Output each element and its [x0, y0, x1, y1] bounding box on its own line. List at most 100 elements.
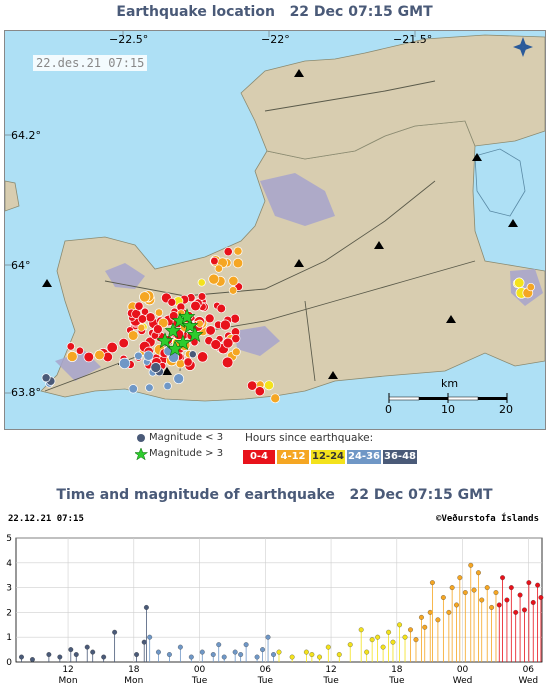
earthquake-dot[interactable] — [41, 373, 51, 383]
earthquake-dot[interactable] — [228, 286, 238, 295]
earthquake-dot[interactable] — [219, 319, 231, 331]
earthquake-dot[interactable] — [190, 300, 201, 312]
earthquake-dot[interactable] — [526, 282, 535, 292]
earthquake-dot[interactable] — [222, 337, 234, 349]
earthquake-dot[interactable] — [228, 275, 239, 286]
magnitude-stems — [19, 562, 544, 662]
magnitude-point — [369, 637, 375, 643]
earthquake-dot[interactable] — [75, 346, 84, 355]
earthquake-dot[interactable] — [134, 301, 144, 311]
earthquake-dot[interactable] — [208, 273, 220, 285]
scale-bar — [388, 393, 508, 403]
earthquake-dot[interactable] — [139, 291, 151, 303]
scale-tick-20: 20 — [499, 403, 513, 416]
earthquake-dot[interactable] — [145, 383, 154, 393]
earthquake-dot[interactable] — [137, 323, 146, 332]
earthquake-dot[interactable] — [94, 349, 105, 361]
earthquake-dot[interactable] — [167, 297, 177, 307]
earthquake-dot[interactable] — [83, 351, 95, 363]
chart-date: 22.12.21 07:15 — [8, 514, 84, 524]
magnitude-point — [484, 585, 490, 591]
earthquake-dot[interactable] — [118, 357, 131, 370]
large-earthquake-star[interactable] — [156, 332, 174, 349]
magnitude-point — [479, 597, 485, 603]
x-tick-hour: 12 — [325, 665, 336, 675]
earthquake-dot[interactable] — [513, 277, 525, 289]
large-earthquake-star[interactable] — [178, 308, 196, 325]
map-panel[interactable]: 22.des.21 07:15 −22.5° −22° −21.5° 64.2°… — [4, 30, 546, 430]
lat-label-2: 64° — [11, 259, 31, 272]
earthquake-dot[interactable] — [230, 313, 240, 324]
hour-bin-24-36: 24-36 — [347, 450, 381, 464]
earthquake-dot[interactable] — [210, 256, 219, 266]
earthquake-dot[interactable] — [231, 347, 241, 357]
magnitude-point — [364, 649, 370, 655]
earthquake-dot[interactable] — [66, 351, 78, 362]
earthquake-dot[interactable] — [214, 264, 223, 273]
magnitude-point — [375, 634, 381, 640]
x-tick-day: Tue — [257, 676, 274, 686]
x-tick-hour: 00 — [194, 665, 206, 675]
earthquake-dot[interactable] — [127, 330, 139, 341]
map-canvas[interactable] — [5, 31, 545, 429]
earthquake-dot[interactable] — [231, 334, 241, 344]
earthquake-dot[interactable] — [247, 380, 258, 391]
x-tick-hour: 12 — [62, 665, 73, 675]
x-tick-hour: 18 — [128, 665, 140, 675]
earthquake-dot[interactable] — [210, 339, 222, 350]
earthquake-dot[interactable] — [154, 308, 164, 317]
magnitude-point — [429, 580, 435, 586]
earthquake-dot[interactable] — [145, 312, 156, 323]
earthquake-dot[interactable] — [183, 357, 193, 367]
magnitude-point — [468, 562, 474, 568]
magnitude-point — [336, 652, 342, 658]
earthquake-dot[interactable] — [232, 257, 244, 269]
earthquake-dot[interactable] — [134, 351, 143, 361]
earthquake-dot[interactable] — [254, 386, 265, 397]
legend-hours-label: Hours since earthquake: — [245, 432, 374, 444]
earthquake-dot[interactable] — [197, 278, 206, 287]
earthquake-dot[interactable] — [197, 292, 207, 301]
earthquake-dot[interactable] — [221, 356, 234, 369]
earthquake-dot[interactable] — [197, 351, 209, 363]
chart-title-text: Time and magnitude of earthquake — [56, 487, 335, 503]
earthquake-dot[interactable] — [163, 381, 172, 391]
legend-mag-large: Magnitude > 3 — [149, 448, 224, 459]
earthquake-dot[interactable] — [153, 324, 163, 335]
hour-bin-4-12: 4-12 — [277, 450, 309, 464]
magnitude-point — [19, 654, 24, 660]
magnitude-point — [90, 649, 96, 655]
magnitude-point — [188, 654, 194, 660]
earthquake-dot[interactable] — [137, 314, 148, 324]
magnitude-point — [517, 592, 523, 598]
earthquake-dot[interactable] — [205, 325, 216, 336]
magnitude-point — [254, 654, 260, 660]
earthquake-dot[interactable] — [173, 373, 185, 385]
earthquake-dot[interactable] — [188, 350, 197, 359]
earthquake-dot[interactable] — [150, 362, 162, 373]
earthquake-dot[interactable] — [264, 380, 274, 391]
magnitude-point — [216, 642, 222, 648]
earthquake-dot[interactable] — [66, 342, 75, 351]
magnitude-point — [508, 585, 514, 591]
large-earthquake-star[interactable] — [164, 322, 182, 339]
magnitude-point — [422, 624, 428, 630]
earthquake-dot[interactable] — [233, 246, 243, 256]
large-earthquake-star[interactable] — [186, 326, 204, 343]
earthquake-dot[interactable] — [128, 384, 138, 394]
y-tick-label: 2 — [6, 608, 12, 618]
magnitude-point — [156, 649, 161, 655]
seismic-stations — [42, 69, 518, 379]
earthquake-dot[interactable] — [106, 341, 118, 354]
earthquake-dot[interactable] — [143, 350, 154, 361]
earthquake-dot[interactable] — [216, 303, 226, 314]
earthquake-dot[interactable] — [223, 247, 233, 257]
lake — [474, 148, 526, 217]
small-magnitude-icon — [137, 434, 145, 442]
earthquake-dot[interactable] — [270, 393, 281, 404]
earthquake-dot[interactable] — [118, 337, 129, 349]
magnitude-point — [221, 654, 227, 660]
earthquake-markers[interactable] — [41, 246, 535, 404]
large-earthquake-star[interactable] — [181, 317, 199, 334]
earthquake-dot[interactable] — [204, 313, 215, 324]
